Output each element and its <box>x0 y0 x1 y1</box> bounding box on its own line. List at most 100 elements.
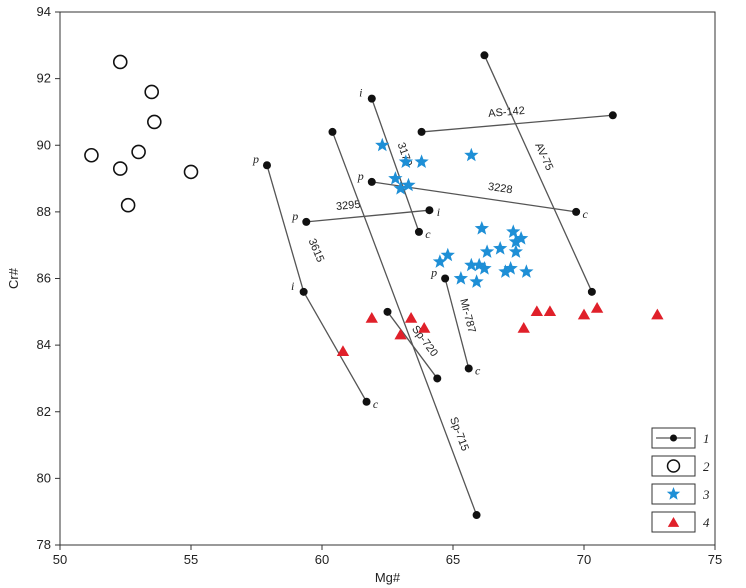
segment-3615: p i c 3615 <box>252 152 379 411</box>
star-point <box>498 264 513 278</box>
endpoint-label: i <box>359 86 362 100</box>
endpoint-label: p <box>291 209 298 223</box>
x-tick-label: 65 <box>446 552 460 567</box>
star-point <box>401 177 416 192</box>
legend-label: 1 <box>703 431 710 446</box>
segment-line <box>306 209 430 223</box>
segment-point <box>608 111 617 120</box>
y-tick-label: 92 <box>37 71 51 86</box>
legend-item-2: 2 <box>651 455 710 477</box>
endpoint-label: c <box>582 207 588 221</box>
open-circle-series <box>84 54 199 213</box>
segment-line <box>421 114 613 133</box>
star-point <box>503 261 518 275</box>
segment-point <box>362 397 371 406</box>
triangle-point <box>577 308 591 320</box>
triangle-series <box>336 301 664 357</box>
x-tick-label: 50 <box>53 552 67 567</box>
star-point <box>508 234 523 248</box>
segment-line <box>444 278 470 369</box>
endpoint-label: p <box>357 169 364 183</box>
endpoint-label: c <box>475 363 481 377</box>
star-point <box>393 181 408 195</box>
endpoint-label: i <box>437 205 440 219</box>
segment-av-75: AV-75 <box>480 51 596 296</box>
open-circle-point <box>131 144 146 160</box>
star-point <box>469 274 484 288</box>
segment-name-label: AS-142 <box>488 105 526 120</box>
open-circle-point <box>112 161 128 176</box>
segment-point <box>367 94 376 103</box>
segment-name-label: 3228 <box>487 181 513 196</box>
segment-point <box>425 206 434 215</box>
legend: 1 2 3 4 <box>651 427 710 533</box>
star-point <box>414 154 429 168</box>
star-point <box>506 224 521 238</box>
legend-triangle <box>667 517 680 527</box>
segment-point <box>480 51 489 60</box>
x-tick-label: 75 <box>708 552 722 567</box>
segment-point <box>472 511 481 520</box>
open-circle-point <box>84 147 99 163</box>
y-tick-label: 84 <box>37 337 51 352</box>
y-tick-label: 86 <box>37 271 51 286</box>
star-point <box>453 271 468 285</box>
y-tick-label: 94 <box>37 4 51 19</box>
triangle-point <box>336 345 350 357</box>
star-point <box>432 254 447 268</box>
star-point <box>514 231 529 245</box>
segment-point <box>299 287 308 296</box>
triangle-point <box>365 311 378 323</box>
legend-label: 4 <box>703 515 710 530</box>
segment-line <box>331 131 478 516</box>
segment-point <box>441 274 450 283</box>
segment-line <box>303 291 368 403</box>
endpoint-label: c <box>425 227 431 241</box>
open-circle-point <box>120 197 136 213</box>
segment-point <box>414 227 423 236</box>
x-tick-label: 60 <box>315 552 329 567</box>
triangle-point <box>394 328 407 340</box>
legend-item-1: 1 <box>651 427 710 449</box>
star-point <box>508 244 523 258</box>
segment-point <box>572 207 581 216</box>
segment-point <box>383 307 392 316</box>
segment-point <box>367 177 376 186</box>
star-point <box>472 257 487 272</box>
x-axis-title: Mg# <box>375 570 401 585</box>
star-point <box>464 257 479 272</box>
endpoint-label: p <box>430 266 437 280</box>
triangle-point <box>651 308 664 320</box>
legend-dot <box>670 434 677 442</box>
star-point <box>398 154 413 168</box>
star-point <box>388 171 403 185</box>
endpoint-label: i <box>291 279 294 293</box>
y-tick-label: 88 <box>37 204 51 219</box>
star-point <box>440 247 455 262</box>
segment-point <box>587 287 596 296</box>
segment-name-label: 3615 <box>306 237 327 264</box>
y-tick-label: 80 <box>37 470 51 485</box>
star-point <box>519 264 534 278</box>
segment-line <box>266 165 305 293</box>
open-circle-point <box>144 84 159 100</box>
open-circle-point <box>183 164 199 180</box>
star-point <box>375 137 390 152</box>
triangle-point <box>404 311 418 323</box>
open-circle-point <box>147 114 162 130</box>
segment-line <box>483 55 593 293</box>
triangle-point <box>543 305 557 317</box>
segment-3295: p i 3295 <box>291 197 440 226</box>
triangle-point <box>418 321 431 333</box>
segment-name-label: 3295 <box>335 199 361 213</box>
legend-label: 3 <box>702 487 710 502</box>
legend-item-4: 4 <box>651 511 710 533</box>
segment-point <box>262 161 271 170</box>
open-circle-point <box>112 54 128 70</box>
y-tick-label: 82 <box>37 404 51 419</box>
y-axis-title: Cr# <box>6 267 21 289</box>
star-point <box>474 221 489 235</box>
legend-star <box>666 487 681 500</box>
